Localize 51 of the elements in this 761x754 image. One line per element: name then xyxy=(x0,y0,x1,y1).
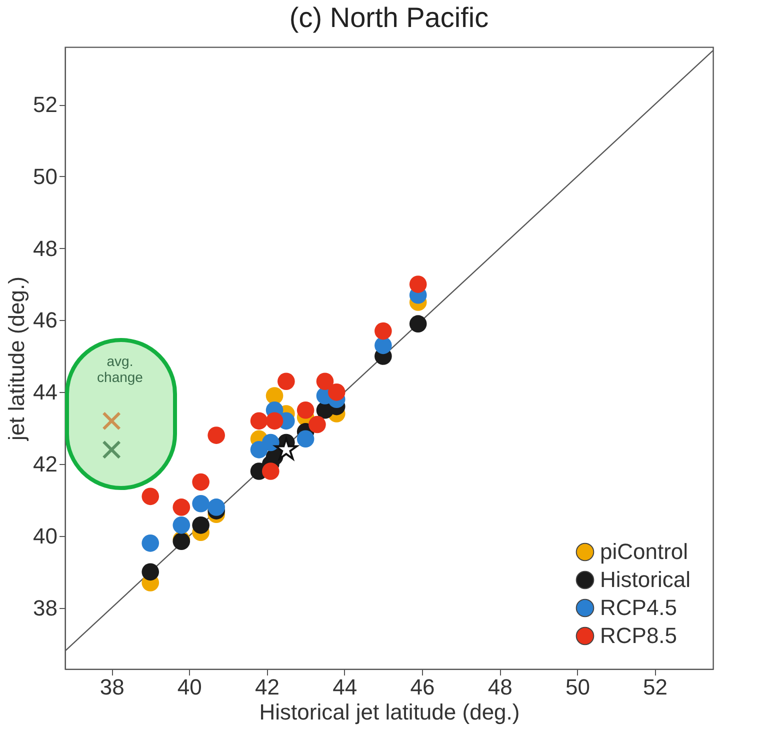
y-tick-label: 48 xyxy=(33,236,58,261)
point xyxy=(262,462,280,480)
point xyxy=(308,416,326,434)
point xyxy=(102,440,121,460)
point xyxy=(374,336,392,354)
y-tick-label: 38 xyxy=(33,595,58,620)
point xyxy=(278,372,295,390)
point xyxy=(208,426,225,444)
legend-label: piControl xyxy=(600,539,688,564)
x-tick-label: 52 xyxy=(643,674,668,700)
chart-title: (c) North Pacific xyxy=(289,2,489,33)
point xyxy=(102,412,121,430)
point xyxy=(316,372,334,390)
point xyxy=(296,401,314,419)
y-tick-label: 40 xyxy=(33,523,58,548)
y-axis-title: jet latitude (deg.) xyxy=(4,276,30,442)
x-tick-label: 48 xyxy=(488,674,512,700)
point xyxy=(296,430,314,448)
point xyxy=(409,276,427,293)
x-tick-label: 38 xyxy=(100,674,124,700)
point xyxy=(142,534,160,552)
point xyxy=(172,498,190,516)
x-tick-label: 44 xyxy=(332,674,358,700)
annotation: avg. change xyxy=(97,353,144,385)
y-tick-label: 52 xyxy=(33,92,58,118)
x-tick-label: 40 xyxy=(177,674,202,700)
point xyxy=(192,473,210,491)
point xyxy=(192,494,210,512)
point xyxy=(266,387,284,404)
point xyxy=(250,412,268,430)
point xyxy=(172,516,190,534)
y-tick-label: 46 xyxy=(33,308,58,333)
point xyxy=(142,563,160,581)
point xyxy=(409,315,427,332)
point xyxy=(266,412,284,430)
x-axis-title: Historical jet latitude (deg.) xyxy=(259,700,520,724)
point xyxy=(192,516,210,534)
x-tick-label: 46 xyxy=(410,674,435,700)
point xyxy=(374,322,392,340)
legend-label: RCP4.5 xyxy=(600,595,678,620)
y-tick-label: 50 xyxy=(33,164,58,189)
point xyxy=(262,434,280,452)
x-tick-label: 50 xyxy=(565,674,590,700)
x-tick-label: 42 xyxy=(255,674,280,700)
y-tick-label: 42 xyxy=(33,452,58,477)
point xyxy=(208,498,225,516)
y-tick-label: 44 xyxy=(33,380,58,405)
legend-label: RCP8.5 xyxy=(600,623,678,648)
point xyxy=(142,488,160,506)
legend-label: Historical xyxy=(600,567,690,592)
point xyxy=(328,384,346,401)
